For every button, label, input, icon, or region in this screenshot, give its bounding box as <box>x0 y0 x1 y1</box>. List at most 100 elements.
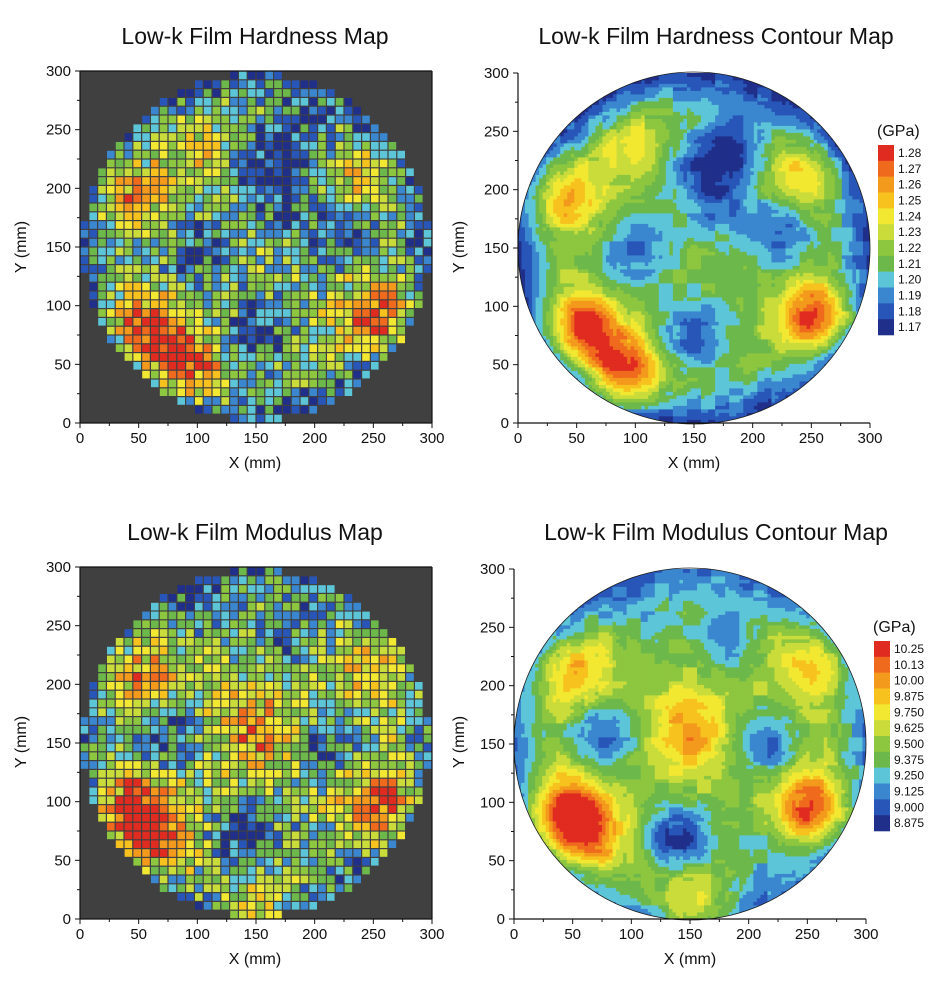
contour-cell <box>679 174 684 179</box>
contour-cell <box>535 311 540 315</box>
x-tick-label: 250 <box>361 430 386 447</box>
contour-cell <box>613 129 617 133</box>
contour-cell <box>588 171 593 175</box>
contour-cell <box>655 269 660 273</box>
contour-cell <box>627 398 632 403</box>
contour-cell <box>539 293 544 298</box>
wafer-site-cell <box>230 106 238 115</box>
contour-cell <box>577 216 582 221</box>
wafer-site-cell <box>371 186 379 194</box>
contour-cell <box>570 360 575 364</box>
contour-cell <box>574 293 579 298</box>
contour-cell <box>634 367 639 371</box>
contour-cell <box>542 311 547 315</box>
wafer-site-cell <box>291 406 300 414</box>
contour-cell <box>588 227 593 231</box>
contour-cell <box>623 195 628 200</box>
contour-cell <box>679 384 684 389</box>
contour-cell <box>648 251 653 256</box>
x-tick-label: 300 <box>419 430 444 447</box>
wafer-site-cell <box>371 344 379 352</box>
contour-cell <box>602 395 607 399</box>
contour-cell <box>588 370 593 375</box>
contour-cell <box>577 349 582 354</box>
contour-cell <box>623 258 628 263</box>
wafer-site-cell <box>291 247 300 256</box>
contour-cell <box>620 111 624 116</box>
contour-cell <box>616 150 621 154</box>
contour-cell <box>584 262 589 266</box>
contour-cell <box>623 321 628 326</box>
wafer-site-cell <box>186 98 194 106</box>
contour-cell <box>676 73 681 77</box>
contour-cell <box>669 262 674 266</box>
contour-cell <box>658 356 663 361</box>
contour-cell <box>598 115 603 119</box>
wafer-site-cell <box>379 344 388 352</box>
contour-cell <box>658 360 663 364</box>
contour-cell <box>669 318 674 322</box>
contour-cell <box>662 349 667 354</box>
wafer-site-cell <box>283 335 291 344</box>
contour-cell <box>556 174 561 179</box>
contour-cell <box>588 157 593 161</box>
contour-cell <box>521 265 526 270</box>
contour-fill <box>518 73 870 424</box>
wafer-site-cell <box>177 353 185 361</box>
wafer-site-cell <box>388 256 397 264</box>
contour-cell <box>570 353 575 357</box>
contour-cell <box>616 230 621 235</box>
wafer-site-cell <box>274 238 282 247</box>
contour-cell <box>577 363 582 368</box>
contour-cell <box>584 122 589 126</box>
contour-cell <box>655 342 660 347</box>
contour-cell <box>584 342 589 347</box>
contour-cell <box>563 272 568 277</box>
wafer-site-cell <box>344 379 353 388</box>
contour-cell <box>620 206 624 210</box>
contour-cell <box>595 342 600 347</box>
contour-cell <box>641 304 646 308</box>
wafer-site-cell <box>379 353 388 361</box>
contour-cell <box>595 353 600 357</box>
wafer-site-cell <box>168 194 177 203</box>
contour-cell <box>521 269 526 273</box>
contour-cell <box>669 90 674 95</box>
contour-cell <box>662 90 667 95</box>
contour-cell <box>567 311 572 315</box>
wafer-site-cell <box>195 406 203 414</box>
wafer-site-cell <box>151 159 159 168</box>
contour-cell <box>651 76 656 81</box>
contour-cell <box>574 269 579 273</box>
contour-cell <box>679 412 684 417</box>
contour-cell <box>644 412 649 417</box>
contour-cell <box>679 73 684 77</box>
contour-cell <box>609 251 614 256</box>
contour-cell <box>620 398 624 403</box>
contour-cell <box>584 111 589 116</box>
wafer-site-cell <box>406 256 414 264</box>
contour-cell <box>609 248 614 252</box>
contour-cell <box>627 129 632 133</box>
contour-cell <box>672 234 677 238</box>
contour-cell <box>627 188 632 193</box>
wafer-site-cell <box>221 177 229 185</box>
contour-cell <box>662 111 667 116</box>
contour-cell <box>620 104 624 109</box>
wafer-site-cell <box>415 230 423 238</box>
contour-cell <box>620 199 624 203</box>
wafer-site-cell <box>230 344 238 352</box>
contour-cell <box>553 171 558 175</box>
wafer-site-cell <box>300 362 309 370</box>
contour-cell <box>598 251 603 256</box>
contour-cell <box>620 101 624 105</box>
wafer-site-cell <box>283 274 291 282</box>
wafer-site-cell <box>344 230 353 238</box>
contour-cell <box>584 328 589 333</box>
contour-cell <box>616 248 621 252</box>
contour-cell <box>602 143 607 147</box>
wafer-site-cell <box>159 309 168 317</box>
contour-cell <box>581 125 586 130</box>
contour-cell <box>606 293 610 298</box>
contour-cell <box>613 335 617 340</box>
